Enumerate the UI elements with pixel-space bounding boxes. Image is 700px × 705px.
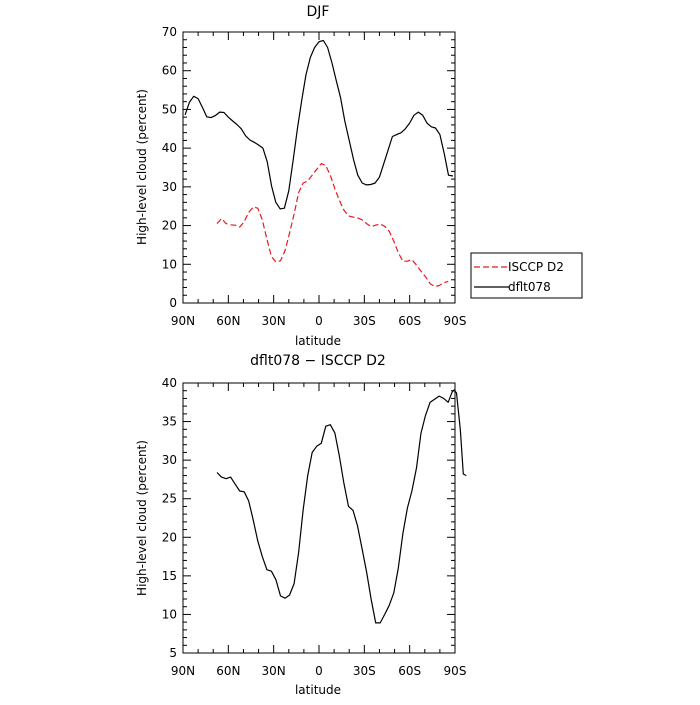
bottom-y-tick-label: 40 [162, 376, 177, 390]
legend-box [470, 252, 583, 299]
top-y-tick-label: 70 [162, 25, 177, 39]
top-series-line-dflt078 [184, 39, 454, 210]
top-x-tick-label: 30N [262, 314, 286, 328]
bottom-y-tick-label: 15 [162, 569, 177, 583]
top-y-tick-label: 30 [162, 180, 177, 194]
bottom-y-tick-label: 20 [162, 530, 177, 544]
bottom-y-axis: 5 10 15 20 25 30 35 40 [162, 376, 455, 660]
top-x-axis-label: latitude [295, 334, 341, 348]
bottom-x-axis-label: latitude [295, 683, 341, 697]
top-series-group [184, 39, 454, 287]
top-x-tick-label: 0 [315, 314, 323, 328]
bottom-y-tick-label: 10 [162, 607, 177, 621]
top-y-tick-label: 0 [169, 296, 177, 310]
bottom-plot-frame [182, 382, 456, 654]
top-x-axis: 90N 60N 30N 0 30S 60S 90S [171, 32, 467, 328]
top-panel: DJF 90N 60N 30N 0 30S 60S 90S 010203040506070 … [135, 4, 583, 348]
bottom-panel: dflt078 − ISCCP D2 90N 60N 30N 0 30S 60S 90S 5… [135, 353, 467, 697]
bottom-x-tick-label: 60S [398, 664, 421, 678]
bottom-x-tick-label: 60N [216, 664, 240, 678]
legend: ISCCP D2 dflt078 [470, 252, 583, 299]
top-x-tick-label: 60N [216, 314, 240, 328]
top-series-line-isccp-d2 [216, 163, 449, 287]
top-y-axis-label: High-level cloud (percent) [135, 89, 149, 245]
top-x-tick-label: 90N [171, 314, 195, 328]
bottom-y-tick-label: 35 [162, 415, 177, 429]
bottom-x-tick-label: 30N [262, 664, 286, 678]
bottom-x-tick-label: 30S [353, 664, 376, 678]
bottom-y-tick-label: 30 [162, 453, 177, 467]
top-y-tick-label: 40 [162, 141, 177, 155]
legend-label-isccp-d2: ISCCP D2 [508, 260, 564, 274]
bottom-x-axis: 90N 60N 30N 0 30S 60S 90S [171, 383, 467, 678]
top-y-axis: 0 10 20 30 40 50 60 70 [162, 25, 455, 310]
bottom-y-tick-label: 5 [169, 646, 177, 660]
bottom-y-tick-label: 25 [162, 492, 177, 506]
top-x-tick-label: 90S [444, 314, 467, 328]
bottom-x-tick-label: 0 [315, 664, 323, 678]
top-x-tick-label: 30S [353, 314, 376, 328]
top-y-tick-label: 50 [162, 102, 177, 116]
bottom-series-group [216, 389, 467, 624]
bottom-y-axis-label: High-level cloud (percent) [135, 440, 149, 596]
bottom-x-tick-label: 90S [444, 664, 467, 678]
top-y-tick-label: 60 [162, 64, 177, 78]
legend-label-dflt078: dflt078 [508, 280, 551, 294]
bottom-series-line-0 [216, 389, 467, 624]
bottom-panel-title: dflt078 − ISCCP D2 [250, 353, 386, 369]
bottom-x-tick-label: 90N [171, 664, 195, 678]
top-y-tick-label: 20 [162, 219, 177, 233]
top-y-tick-label: 10 [162, 257, 177, 271]
top-x-tick-label: 60S [398, 314, 421, 328]
top-panel-title: DJF [307, 4, 330, 20]
